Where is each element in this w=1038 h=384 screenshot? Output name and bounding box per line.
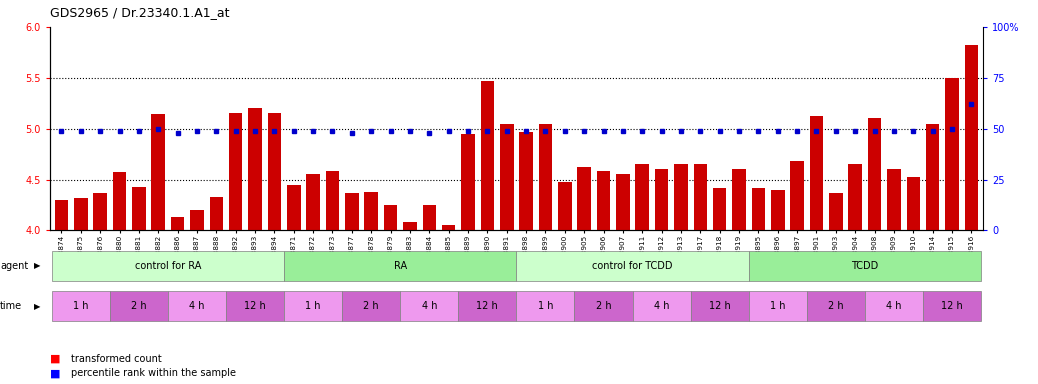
- Bar: [481, 81, 494, 230]
- Bar: [284, 291, 343, 321]
- Text: 12 h: 12 h: [709, 301, 731, 311]
- Bar: [248, 108, 262, 230]
- Text: ▶: ▶: [34, 302, 40, 311]
- Bar: [442, 225, 456, 230]
- Bar: [132, 187, 145, 230]
- Bar: [752, 188, 765, 230]
- Bar: [516, 291, 574, 321]
- Bar: [675, 164, 688, 230]
- Text: percentile rank within the sample: percentile rank within the sample: [71, 368, 236, 378]
- Bar: [790, 161, 803, 230]
- Bar: [748, 291, 807, 321]
- Bar: [617, 174, 630, 230]
- Text: 2 h: 2 h: [828, 301, 844, 311]
- Text: 2 h: 2 h: [363, 301, 379, 311]
- Bar: [229, 113, 243, 230]
- Text: RA: RA: [393, 261, 407, 271]
- Text: 1 h: 1 h: [73, 301, 88, 311]
- Bar: [171, 217, 185, 230]
- Bar: [539, 124, 552, 230]
- Text: ■: ■: [50, 368, 60, 378]
- Bar: [268, 113, 281, 230]
- Text: 12 h: 12 h: [941, 301, 963, 311]
- Bar: [690, 291, 748, 321]
- Bar: [364, 192, 378, 230]
- Bar: [923, 291, 981, 321]
- Bar: [577, 167, 591, 230]
- Bar: [771, 190, 785, 230]
- Bar: [461, 134, 474, 230]
- Bar: [403, 222, 416, 230]
- Bar: [848, 164, 862, 230]
- Bar: [401, 291, 459, 321]
- Bar: [868, 119, 881, 230]
- Bar: [693, 164, 707, 230]
- Bar: [422, 205, 436, 230]
- Text: time: time: [0, 301, 22, 311]
- Text: 12 h: 12 h: [476, 301, 498, 311]
- Bar: [635, 164, 649, 230]
- Text: 2 h: 2 h: [596, 301, 611, 311]
- Bar: [343, 291, 401, 321]
- Text: 12 h: 12 h: [244, 301, 266, 311]
- Bar: [748, 251, 981, 281]
- Bar: [152, 114, 165, 230]
- Bar: [210, 197, 223, 230]
- Bar: [732, 169, 746, 230]
- Bar: [632, 291, 690, 321]
- Bar: [52, 251, 284, 281]
- Bar: [906, 177, 920, 230]
- Bar: [306, 174, 320, 230]
- Bar: [284, 251, 516, 281]
- Text: 1 h: 1 h: [305, 301, 321, 311]
- Bar: [190, 210, 203, 230]
- Text: 1 h: 1 h: [538, 301, 553, 311]
- Bar: [286, 185, 301, 230]
- Bar: [597, 171, 610, 230]
- Bar: [226, 291, 284, 321]
- Bar: [946, 78, 959, 230]
- Bar: [926, 124, 939, 230]
- Text: control for RA: control for RA: [135, 261, 201, 271]
- Bar: [345, 193, 358, 230]
- Text: transformed count: transformed count: [71, 354, 161, 364]
- Text: 4 h: 4 h: [189, 301, 204, 311]
- Bar: [865, 291, 923, 321]
- Text: control for TCDD: control for TCDD: [593, 261, 673, 271]
- Bar: [829, 193, 843, 230]
- Bar: [93, 193, 107, 230]
- Text: 2 h: 2 h: [131, 301, 146, 311]
- Bar: [74, 198, 87, 230]
- Bar: [113, 172, 127, 230]
- Bar: [516, 251, 748, 281]
- Bar: [384, 205, 398, 230]
- Bar: [55, 200, 69, 230]
- Bar: [168, 291, 226, 321]
- Text: 4 h: 4 h: [421, 301, 437, 311]
- Text: 1 h: 1 h: [770, 301, 786, 311]
- Bar: [459, 291, 516, 321]
- Bar: [558, 182, 572, 230]
- Bar: [655, 169, 668, 230]
- Bar: [326, 171, 339, 230]
- Bar: [964, 45, 978, 230]
- Bar: [713, 188, 727, 230]
- Bar: [500, 124, 514, 230]
- Bar: [810, 116, 823, 230]
- Bar: [887, 169, 901, 230]
- Text: 4 h: 4 h: [886, 301, 902, 311]
- Text: ▶: ▶: [34, 262, 40, 270]
- Bar: [519, 132, 532, 230]
- Text: agent: agent: [0, 261, 28, 271]
- Text: ■: ■: [50, 354, 60, 364]
- Bar: [574, 291, 632, 321]
- Bar: [807, 291, 865, 321]
- Text: TCDD: TCDD: [851, 261, 878, 271]
- Bar: [110, 291, 168, 321]
- Bar: [52, 291, 110, 321]
- Text: GDS2965 / Dr.23340.1.A1_at: GDS2965 / Dr.23340.1.A1_at: [50, 6, 229, 19]
- Text: 4 h: 4 h: [654, 301, 670, 311]
